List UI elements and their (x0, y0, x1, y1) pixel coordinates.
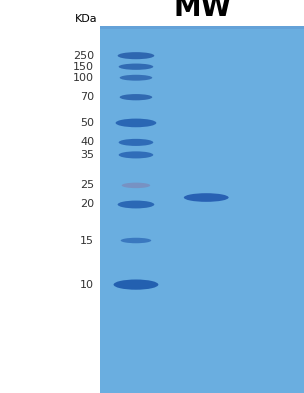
Text: 10: 10 (80, 279, 94, 290)
Ellipse shape (119, 139, 153, 146)
Bar (100, 26, 304, 29)
Ellipse shape (120, 94, 152, 100)
Text: 20: 20 (80, 200, 94, 209)
Text: 15: 15 (80, 235, 94, 246)
Text: 250: 250 (73, 51, 94, 61)
Text: KDa: KDa (75, 14, 97, 24)
Bar (100, 26, 304, 393)
Text: 25: 25 (80, 180, 94, 190)
Ellipse shape (120, 75, 152, 81)
Ellipse shape (119, 151, 153, 158)
Ellipse shape (118, 52, 154, 59)
Ellipse shape (184, 193, 229, 202)
Text: 50: 50 (80, 118, 94, 128)
Text: 35: 35 (80, 150, 94, 160)
Text: 70: 70 (80, 92, 94, 102)
Text: 100: 100 (73, 73, 94, 83)
Ellipse shape (122, 183, 150, 188)
Text: 40: 40 (80, 138, 94, 147)
Ellipse shape (114, 279, 158, 290)
Ellipse shape (119, 64, 153, 70)
Text: 150: 150 (73, 62, 94, 72)
Ellipse shape (116, 119, 156, 127)
Ellipse shape (121, 238, 151, 243)
Text: MW: MW (173, 0, 231, 22)
Ellipse shape (118, 200, 154, 208)
